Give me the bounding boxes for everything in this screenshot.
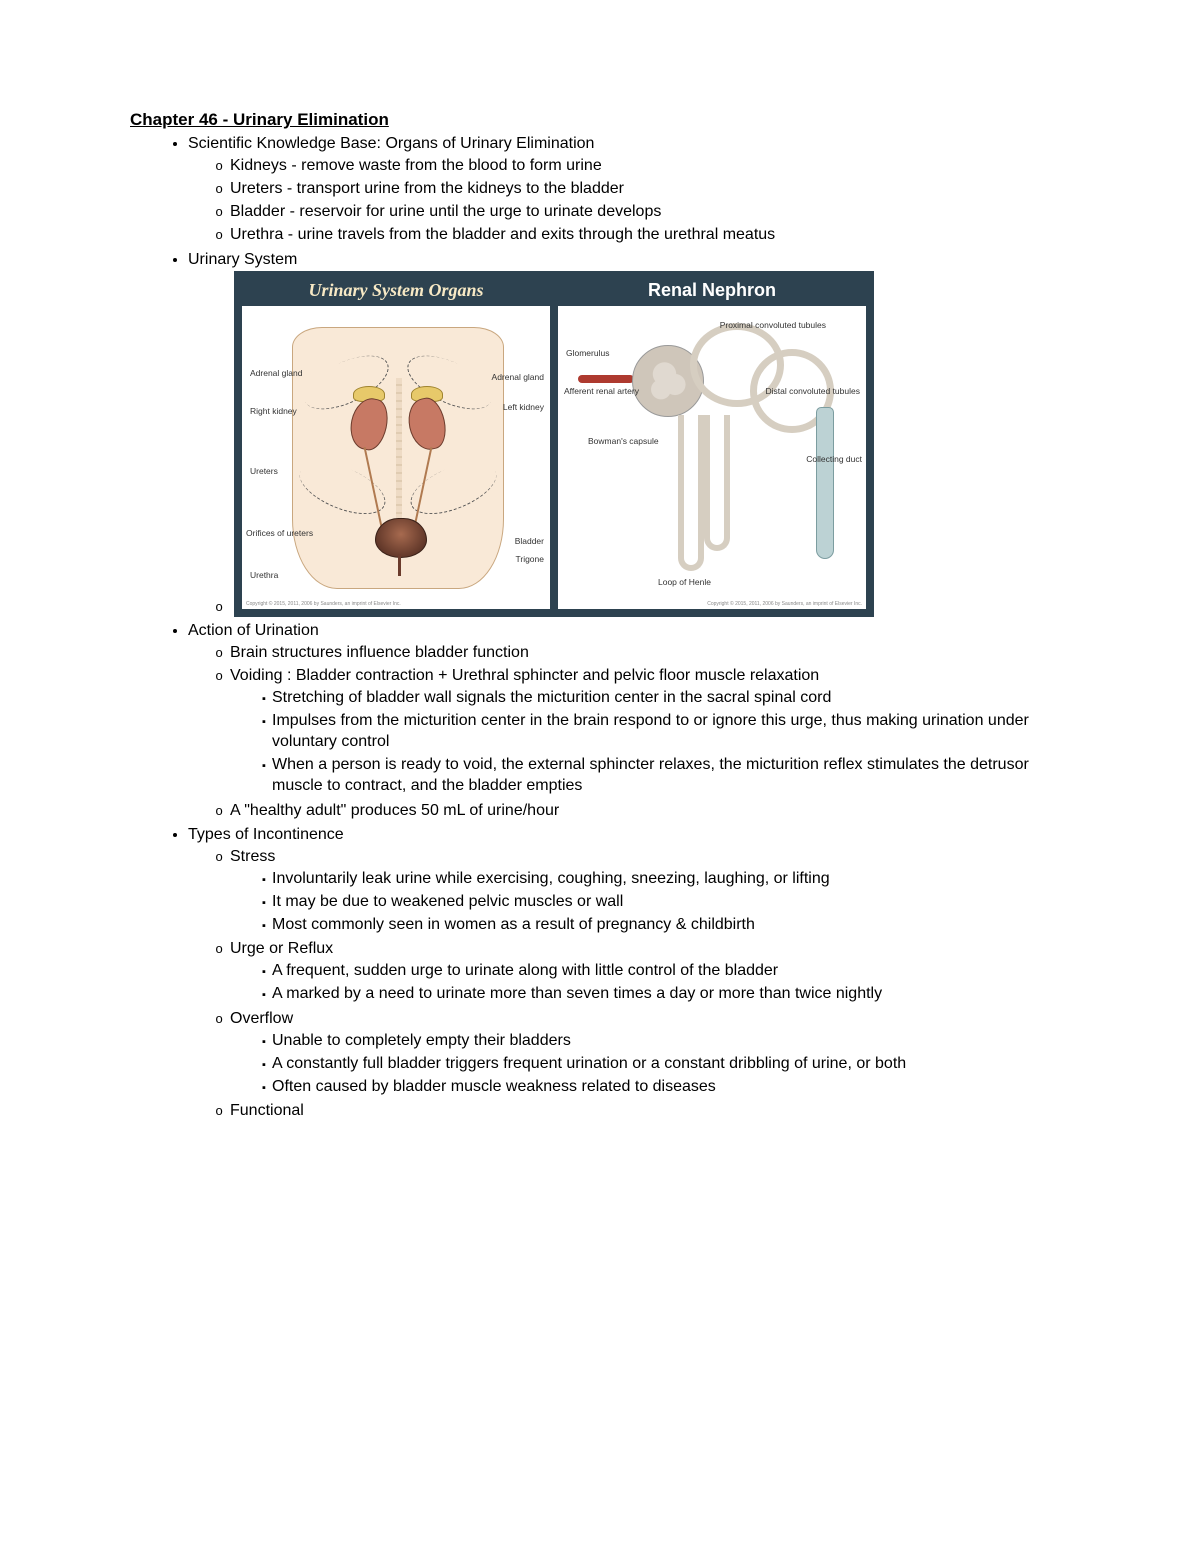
urge-s2: A marked by a need to urinate more than … xyxy=(272,982,1070,1005)
incont-stress: Stress Involuntarily leak urine while ex… xyxy=(230,845,1070,937)
outline-root: Scientific Knowledge Base: Organs of Uri… xyxy=(130,132,1070,1123)
stress-label: Stress xyxy=(230,848,275,865)
label-adrenal-l: Adrenal gland xyxy=(250,369,302,378)
stress-s3: Most commonly seen in women as a result … xyxy=(272,913,1070,936)
voiding-impulses: Impulses from the micturition center in … xyxy=(272,709,1070,753)
section-urinary-system: Urinary System Urinary System Organs xyxy=(188,248,1070,619)
panel-title-left: Urinary System Organs xyxy=(242,279,550,307)
urinary-system-diagram: Urinary System Organs xyxy=(234,271,874,617)
incont-functional: Functional xyxy=(230,1099,1070,1122)
voiding-stretch: Stretching of bladder wall signals the m… xyxy=(272,686,1070,709)
urge-label: Urge or Reflux xyxy=(230,940,333,957)
label-urethra: Urethra xyxy=(250,571,278,580)
label-collecting: Collecting duct xyxy=(806,455,862,464)
overflow-label: Overflow xyxy=(230,1010,293,1027)
chapter-title: Chapter 46 - Urinary Elimination xyxy=(130,110,1070,130)
label-afferent: Afferent renal artery xyxy=(564,387,639,396)
action-voiding: Voiding : Bladder contraction + Urethral… xyxy=(230,664,1070,799)
label-ureters: Ureters xyxy=(250,467,278,476)
organ-kidneys: Kidneys - remove waste from the blood to… xyxy=(230,154,1070,177)
label-distal: Distal convoluted tubules xyxy=(765,387,860,396)
label-bowman: Bowman's capsule xyxy=(588,437,659,446)
section-heading: Scientific Knowledge Base: Organs of Uri… xyxy=(188,135,594,152)
organ-bladder: Bladder - reservoir for urine until the … xyxy=(230,200,1070,223)
voiding-ready: When a person is ready to void, the exte… xyxy=(272,753,1070,797)
label-loop: Loop of Henle xyxy=(658,578,711,587)
label-orifices: Orifices of ureters xyxy=(246,529,313,538)
diagram-panel-nephron: Renal Nephron Pro xyxy=(558,279,866,609)
action-brain: Brain structures influence bladder funct… xyxy=(230,641,1070,664)
stress-s1: Involuntarily leak urine while exercisin… xyxy=(272,867,1070,890)
section-organs: Scientific Knowledge Base: Organs of Uri… xyxy=(188,132,1070,248)
label-left-kidney: Left kidney xyxy=(503,403,544,412)
organ-urethra: Urethra - urine travels from the bladder… xyxy=(230,223,1070,246)
overflow-s2: A constantly full bladder triggers frequ… xyxy=(272,1052,1070,1075)
organ-ureters: Ureters - transport urine from the kidne… xyxy=(230,177,1070,200)
label-right-kidney: Right kidney xyxy=(250,407,297,416)
label-trigone: Trigone xyxy=(515,555,544,564)
label-glomerulus: Glomerulus xyxy=(566,349,609,358)
urge-s1: A frequent, sudden urge to urinate along… xyxy=(272,959,1070,982)
label-adrenal-r: Adrenal gland xyxy=(492,373,544,382)
stress-s2: It may be due to weakened pelvic muscles… xyxy=(272,890,1070,913)
right-kidney-shape xyxy=(346,394,392,452)
incont-overflow: Overflow Unable to completely empty thei… xyxy=(230,1007,1070,1099)
section-incontinence: Types of Incontinence Stress Involuntari… xyxy=(188,823,1070,1123)
left-kidney-shape xyxy=(404,394,450,452)
collecting-duct-shape xyxy=(816,407,834,559)
bladder-shape xyxy=(375,518,427,558)
overflow-s3: Often caused by bladder muscle weakness … xyxy=(272,1075,1070,1098)
torso-shape xyxy=(292,327,504,589)
diagram-bullet: Urinary System Organs xyxy=(230,270,1070,618)
section-action-urination: Action of Urination Brain structures inf… xyxy=(188,619,1070,823)
functional-label: Functional xyxy=(230,1102,304,1119)
panel-title-right: Renal Nephron xyxy=(558,279,866,307)
section-heading: Action of Urination xyxy=(188,622,319,639)
section-heading: Types of Incontinence xyxy=(188,826,344,843)
section-heading: Urinary System xyxy=(188,251,297,268)
action-healthy-adult: A "healthy adult" produces 50 mL of urin… xyxy=(230,799,1070,822)
diagram-panel-organs: Urinary System Organs xyxy=(242,279,550,609)
afferent-artery-shape xyxy=(578,375,634,383)
label-bladder: Bladder xyxy=(515,537,544,546)
overflow-s1: Unable to completely empty their bladder… xyxy=(272,1029,1070,1052)
label-proximal: Proximal convoluted tubules xyxy=(720,321,826,330)
incont-urge: Urge or Reflux A frequent, sudden urge t… xyxy=(230,937,1070,1006)
voiding-text: Voiding : Bladder contraction + Urethral… xyxy=(230,667,819,684)
document-page: Chapter 46 - Urinary Elimination Scienti… xyxy=(0,0,1200,1203)
